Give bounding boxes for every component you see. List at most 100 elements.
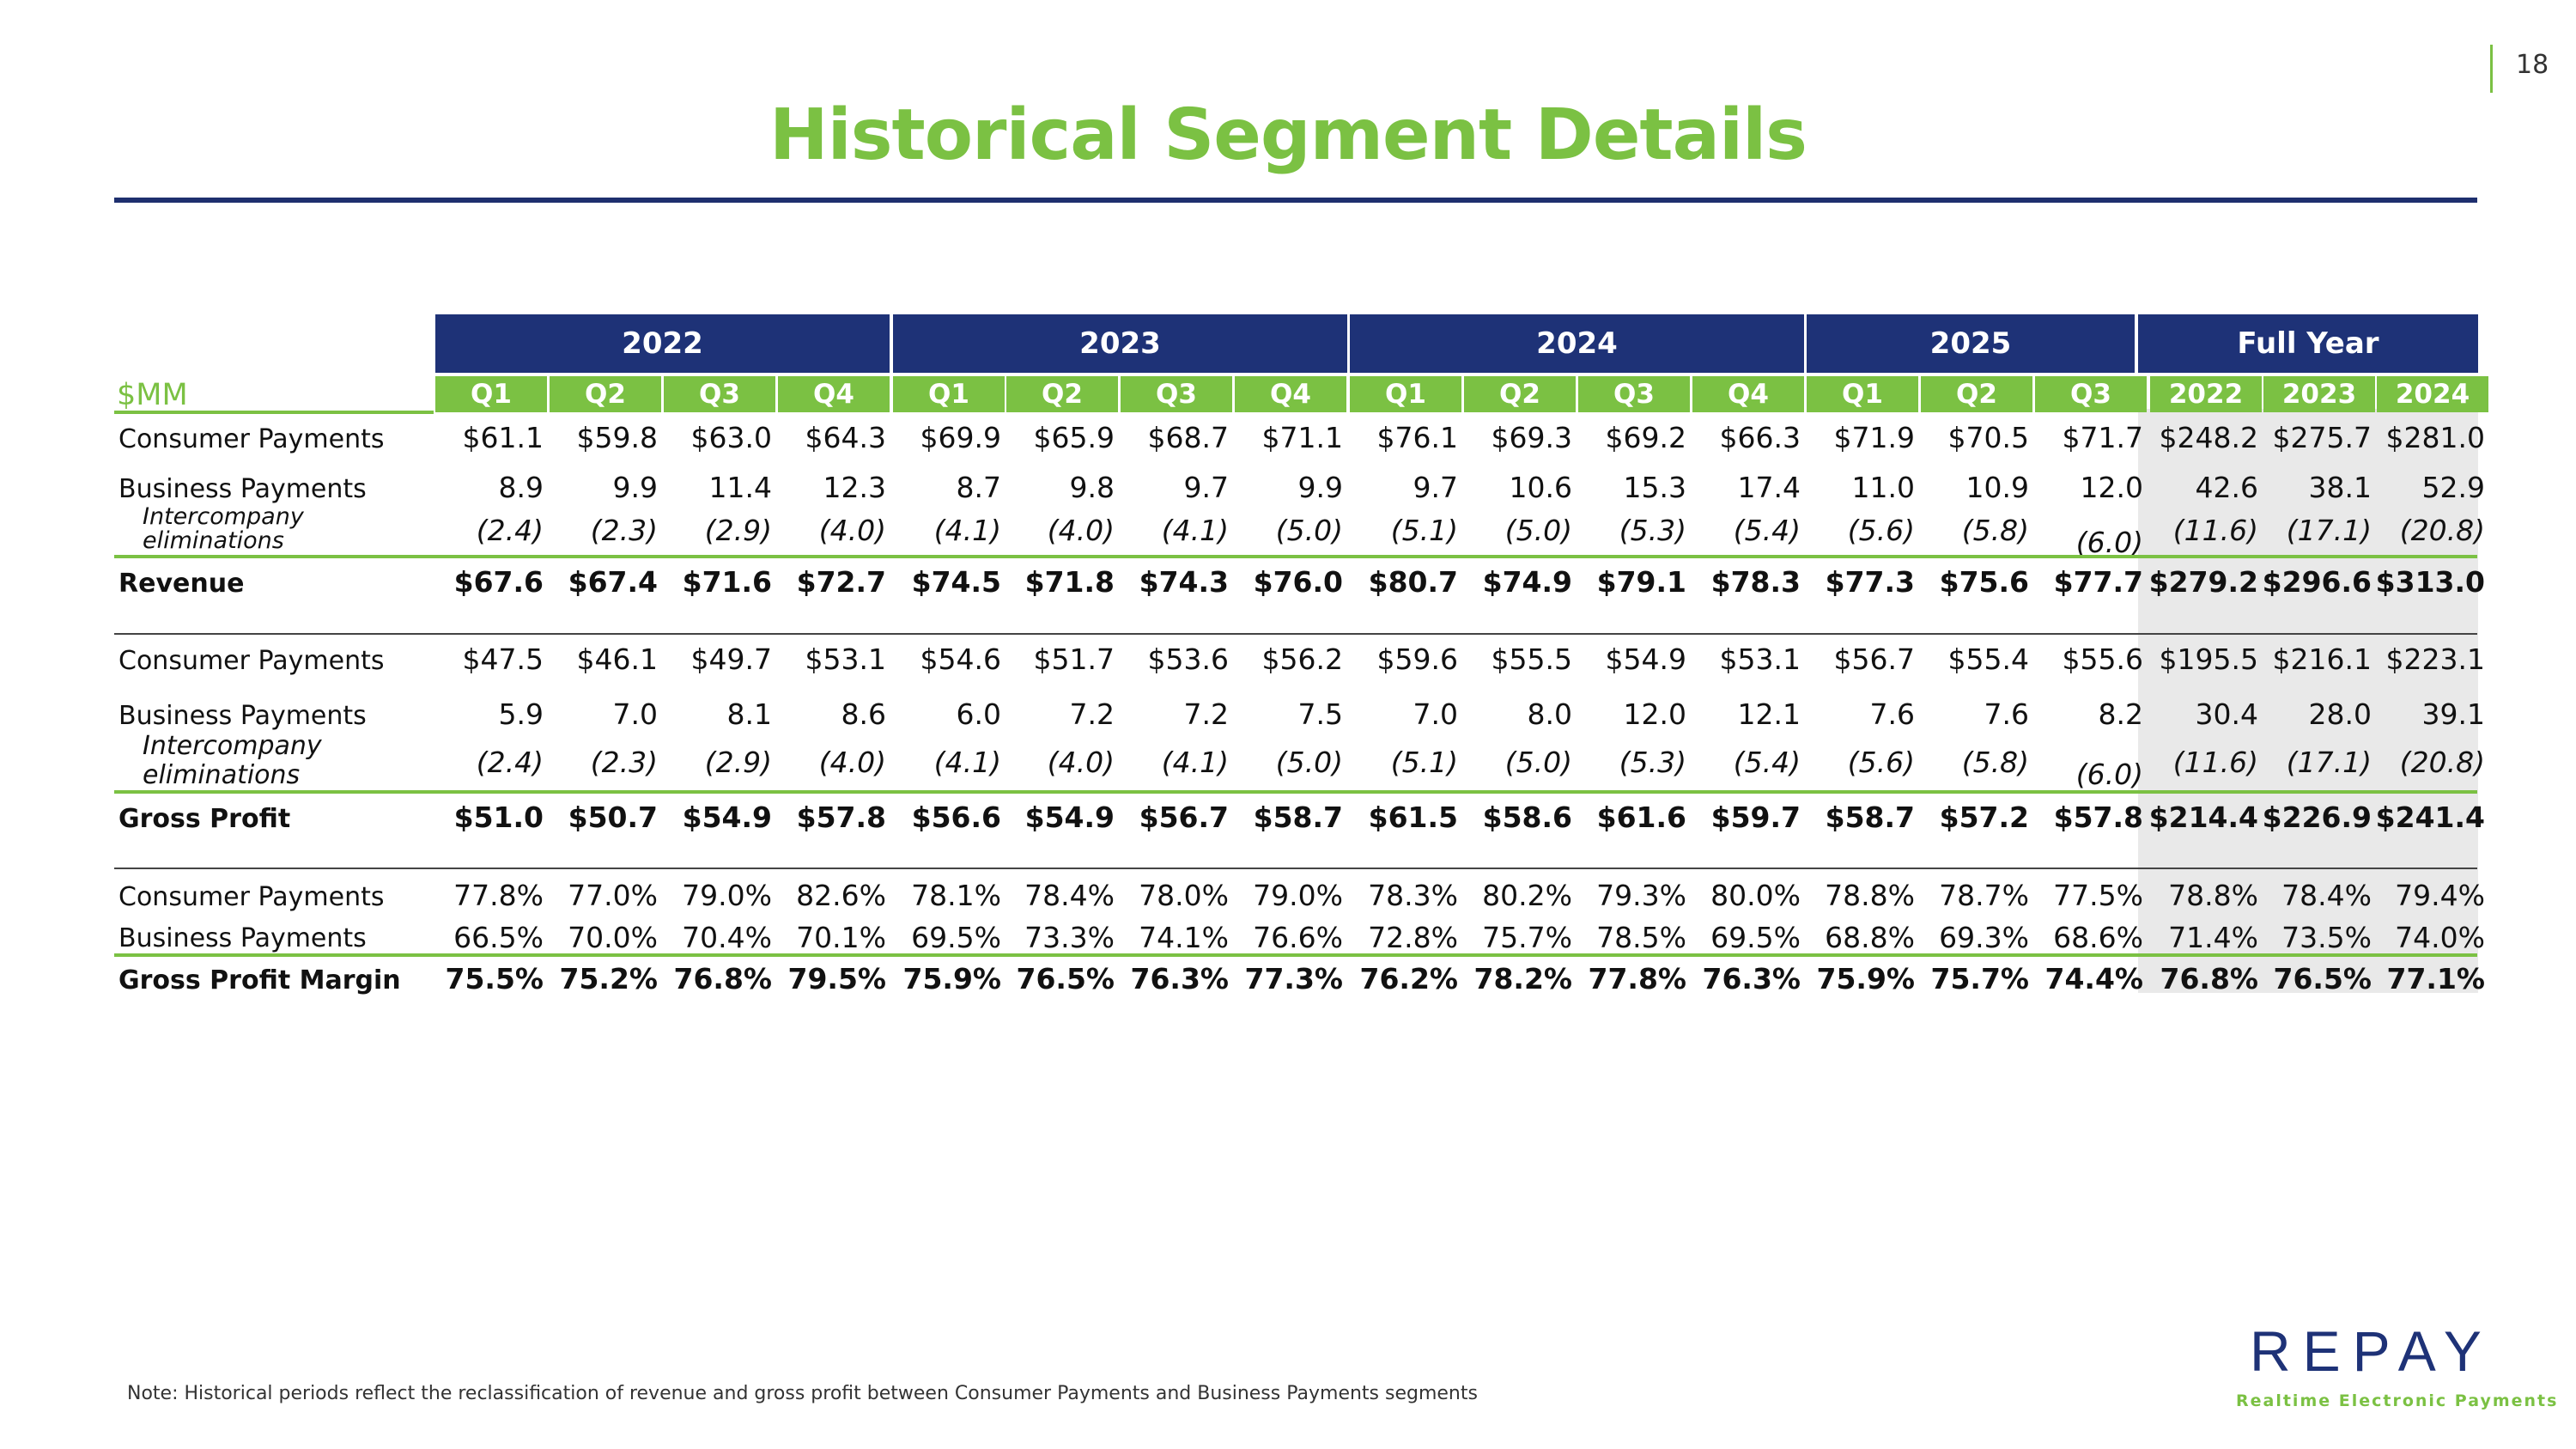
unit-label: $MM [117,378,188,412]
table-cell: 73.5% [2281,921,2372,954]
table-cell: (4.0) [1047,514,1115,547]
table-cell: $66.3 [1719,421,1801,454]
table-cell: 7.6 [1984,697,2029,731]
table-cell: $64.3 [805,421,886,454]
table-cell: 79.5% [787,962,887,995]
table-cell: (11.6) [2172,514,2258,547]
period-header: Q3 [1121,376,1232,412]
table-cell: (5.8) [1961,746,2029,779]
table-cell: $55.5 [1491,642,1572,676]
table-cell: $59.6 [1376,642,1458,676]
table-cell: 10.9 [1965,471,2029,504]
table-cell: $313.0 [2375,565,2485,599]
table-cell: $55.4 [1947,642,2029,676]
table-cell: $214.4 [2148,801,2258,834]
table-cell: 76.3% [1702,962,1801,995]
year-header: 2023 [893,314,1347,373]
period-header: Q1 [1807,376,1918,412]
table-cell: $49.7 [690,642,772,676]
table-cell: $74.5 [911,565,1001,599]
row-label: Intercompany eliminations [143,731,322,790]
table-cell: 73.3% [1024,921,1115,954]
table-cell: 79.3% [1596,879,1686,912]
table-cell: 74.1% [1139,921,1229,954]
table-cell: 71.4% [2168,921,2258,954]
table-cell: 8.0 [1527,697,1572,731]
table-cell: $47.5 [462,642,544,676]
period-header: 2023 [2263,376,2375,412]
table-cell: 9.9 [612,471,658,504]
table-cell: 76.3% [1130,962,1230,995]
table-cell: 72.8% [1368,921,1458,954]
period-header: Q3 [664,376,775,412]
table-cell: 77.8% [453,879,544,912]
table-cell: $71.7 [2062,421,2143,454]
row-label: Consumer Payments [118,882,385,912]
table-cell: 68.6% [2053,921,2143,954]
table-cell: 70.4% [682,921,772,954]
table-cell: $69.9 [920,421,1001,454]
table-cell: 8.9 [498,471,544,504]
table-cell: 30.4 [2195,697,2258,731]
table-cell: $58.7 [1253,801,1343,834]
table-cell: 76.6% [1253,921,1343,954]
table-cell: 78.2% [1473,962,1573,995]
table-cell: 9.7 [1183,471,1229,504]
table-cell: $56.6 [911,801,1001,834]
period-header: Q2 [550,376,661,412]
table-cell: 8.6 [841,697,886,731]
table-cell: (2.3) [590,514,658,547]
table-cell: $71.6 [682,565,772,599]
table-cell: (5.4) [1733,746,1801,779]
table-cell: (20.8) [2399,746,2485,779]
table-cell: 15.3 [1623,471,1686,504]
table-cell: 78.7% [1939,879,2029,912]
table-cell: $77.3 [1825,565,1915,599]
table-cell: 7.2 [1069,697,1115,731]
period-header: Q1 [893,376,1005,412]
table-cell: (5.0) [1504,746,1572,779]
table-cell: $59.7 [1710,801,1801,834]
row-label: Business Payments [118,701,367,731]
subtotal-rule [114,555,2477,558]
table-cell: $67.4 [568,565,658,599]
period-header: Q2 [1006,376,1118,412]
table-cell: $55.6 [2062,642,2143,676]
table-cell: $61.6 [1596,801,1686,834]
page-title: Historical Segment Details [769,94,1807,176]
table-cell: $71.8 [1024,565,1115,599]
table-cell: $46.1 [576,642,658,676]
table-cell: 77.0% [568,879,658,912]
unit-underline [114,411,434,414]
table-cell: $54.6 [920,642,1001,676]
table-cell: 78.4% [2281,879,2372,912]
period-header: Q1 [1350,376,1461,412]
table-cell: (5.8) [1961,514,2029,547]
table-cell: 9.7 [1413,471,1458,504]
table-cell: 7.0 [1413,697,1458,731]
table-cell: (5.3) [1619,746,1686,779]
table-cell: $216.1 [2272,642,2372,676]
table-cell: 66.5% [453,921,544,954]
period-header: Q4 [1235,376,1346,412]
table-cell: (5.6) [1847,746,1915,779]
table-cell: $296.6 [2262,565,2372,599]
table-cell: $50.7 [568,801,658,834]
table-cell: $68.7 [1147,421,1229,454]
year-header: 2024 [1350,314,1804,373]
table-cell: 77.3% [1244,962,1344,995]
table-cell: 8.7 [956,471,1001,504]
page-number: 18 [2516,50,2549,80]
table-cell: 78.4% [1024,879,1115,912]
table-cell: 42.6 [2195,471,2258,504]
table-cell: 78.3% [1368,879,1458,912]
table-cell: 12.1 [1737,697,1801,731]
table-cell: 75.9% [902,962,1002,995]
page-number-accent [2490,45,2493,93]
table-cell: $195.5 [2159,642,2258,676]
table-cell: $56.7 [1139,801,1229,834]
year-header: Full Year [2138,314,2478,373]
row-label: Intercompany eliminations [143,503,304,554]
table-cell: $79.1 [1596,565,1686,599]
table-cell: $56.7 [1833,642,1915,676]
